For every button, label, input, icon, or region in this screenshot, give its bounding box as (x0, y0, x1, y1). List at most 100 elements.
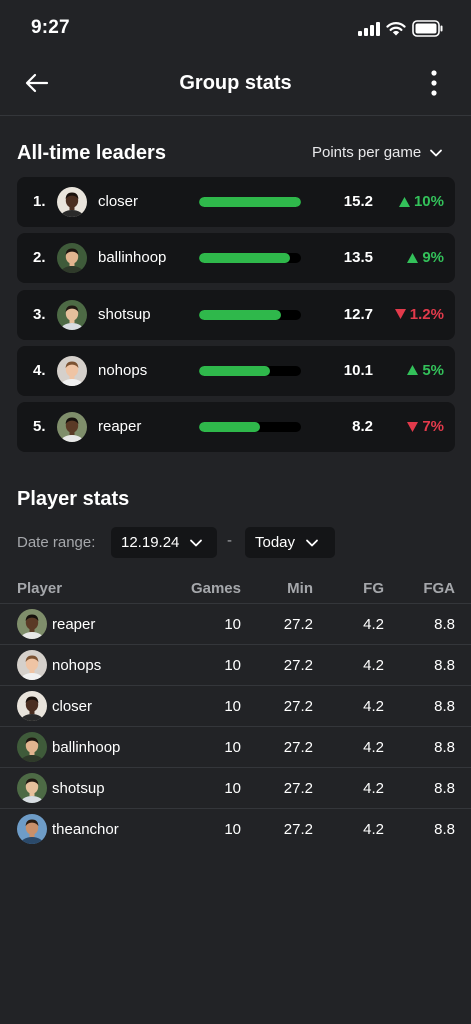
fg-cell: 4.2 (363, 780, 384, 797)
fg-cell: 4.2 (363, 616, 384, 633)
start-date-dropdown[interactable]: 12.19.24 (111, 527, 217, 558)
battery-icon (412, 20, 443, 37)
player-name: shotsup (52, 780, 105, 797)
table-row[interactable]: closer 10 27.2 4.2 8.8 (0, 686, 471, 727)
leader-value: 13.5 (343, 249, 373, 267)
leader-progress-bar (199, 253, 301, 264)
fg-cell: 4.2 (363, 821, 384, 838)
column-header-fga[interactable]: FGA (423, 580, 455, 597)
avatar (17, 732, 47, 762)
leader-rank: 3. (33, 305, 46, 323)
leader-change-value: 10% (413, 193, 444, 210)
leader-progress-fill (199, 197, 301, 207)
leader-name: ballinhoop (98, 249, 167, 267)
fga-cell: 8.8 (434, 821, 455, 838)
leader-change-value: 7% (422, 418, 444, 435)
fga-cell: 8.8 (434, 698, 455, 715)
back-arrow-icon[interactable] (22, 68, 52, 98)
avatar (57, 299, 87, 330)
leader-rank: 1. (33, 193, 46, 210)
end-date-value: Today (255, 534, 296, 551)
leader-progress-fill (199, 253, 290, 264)
triangle-down-icon (394, 309, 406, 319)
avatar (17, 814, 47, 844)
fga-cell: 8.8 (434, 657, 455, 674)
leader-progress-fill (199, 422, 261, 432)
status-bar: 9:27 (0, 0, 471, 56)
leader-row[interactable]: 3. shotsup 12.7 1.2% (17, 289, 455, 340)
table-row[interactable]: reaper 10 27.2 4.2 8.8 (0, 604, 471, 645)
avatar (57, 355, 87, 386)
games-cell: 10 (224, 739, 241, 756)
metric-dropdown[interactable]: Points per game (312, 144, 443, 161)
leader-rank: 2. (33, 249, 46, 267)
player-stats-table: Player Games Min FG FGA reaper 10 27.2 4.2 8… (0, 570, 471, 850)
more-options-icon[interactable] (420, 68, 448, 98)
column-header-player[interactable]: Player (17, 580, 63, 597)
column-header-fg[interactable]: FG (363, 580, 384, 597)
fg-cell: 4.2 (363, 657, 384, 674)
games-cell: 10 (224, 821, 241, 838)
fga-cell: 8.8 (434, 616, 455, 633)
leader-row[interactable]: 5. reaper 8.2 7% (17, 402, 455, 452)
player-name: nohops (52, 657, 102, 674)
triangle-up-icon (407, 365, 419, 376)
leader-change: 7% (407, 418, 444, 435)
leader-progress-bar (199, 309, 301, 320)
min-cell: 27.2 (283, 657, 313, 674)
leader-change-value: 1.2% (409, 305, 444, 323)
leader-value: 15.2 (343, 193, 373, 210)
table-row[interactable]: theanchor 10 27.2 4.2 8.8 (0, 809, 471, 850)
games-cell: 10 (224, 657, 241, 674)
leader-row[interactable]: 1. closer 15.2 10% (17, 177, 455, 227)
date-range-separator: - (227, 532, 232, 549)
leader-change: 1.2% (394, 305, 444, 323)
table-row[interactable]: nohops 10 27.2 4.2 8.8 (0, 645, 471, 686)
start-date-value: 12.19.24 (121, 534, 180, 551)
leader-row[interactable]: 2. ballinhoop 13.5 9% (17, 233, 455, 284)
fg-cell: 4.2 (363, 739, 384, 756)
chevron-down-icon (190, 539, 203, 546)
metric-dropdown-label: Points per game (312, 144, 422, 161)
triangle-up-icon (398, 196, 410, 207)
app-header: Group stats (0, 56, 471, 116)
table-row[interactable]: shotsup 10 27.2 4.2 8.8 (0, 768, 471, 809)
avatar (17, 691, 47, 721)
games-cell: 10 (224, 780, 241, 797)
min-cell: 27.2 (283, 821, 313, 838)
fga-cell: 8.8 (434, 739, 455, 756)
leader-value: 8.2 (352, 418, 373, 435)
column-header-games[interactable]: Games (190, 580, 241, 597)
status-time: 9:27 (31, 17, 70, 38)
chevron-down-icon (306, 539, 318, 546)
min-cell: 27.2 (283, 616, 313, 633)
table-row[interactable]: ballinhoop 10 27.2 4.2 8.8 (0, 727, 471, 768)
player-name: theanchor (52, 821, 119, 838)
player-name: ballinhoop (52, 739, 121, 756)
table-header: Player Games Min FG FGA (0, 570, 471, 604)
leader-value: 10.1 (343, 361, 373, 379)
date-range-label: Date range: (17, 534, 96, 551)
leader-name: shotsup (98, 305, 151, 323)
avatar (17, 773, 47, 803)
leaders-title: All-time leaders (17, 142, 166, 164)
table-body: reaper 10 27.2 4.2 8.8 nohops 10 27.2 4.2 8.8 clos… (0, 604, 471, 850)
column-header-min[interactable]: Min (287, 580, 313, 597)
end-date-dropdown[interactable]: Today (245, 527, 335, 558)
leader-name: closer (98, 193, 139, 210)
leader-change: 5% (407, 362, 444, 379)
leader-progress-fill (199, 365, 271, 376)
fg-cell: 4.2 (363, 698, 384, 715)
page-title: Group stats (179, 72, 292, 94)
leader-progress-bar (199, 422, 301, 432)
leader-name: nohops (98, 361, 148, 379)
leader-change: 9% (407, 249, 444, 266)
leader-name: reaper (98, 418, 142, 435)
triangle-up-icon (407, 252, 419, 263)
triangle-down-icon (407, 421, 419, 432)
wifi-icon (386, 22, 406, 36)
leader-row[interactable]: 4. nohops 10.1 5% (17, 345, 455, 396)
leader-change-value: 5% (422, 361, 444, 379)
leader-change-value: 9% (422, 249, 444, 267)
avatar (17, 650, 47, 680)
